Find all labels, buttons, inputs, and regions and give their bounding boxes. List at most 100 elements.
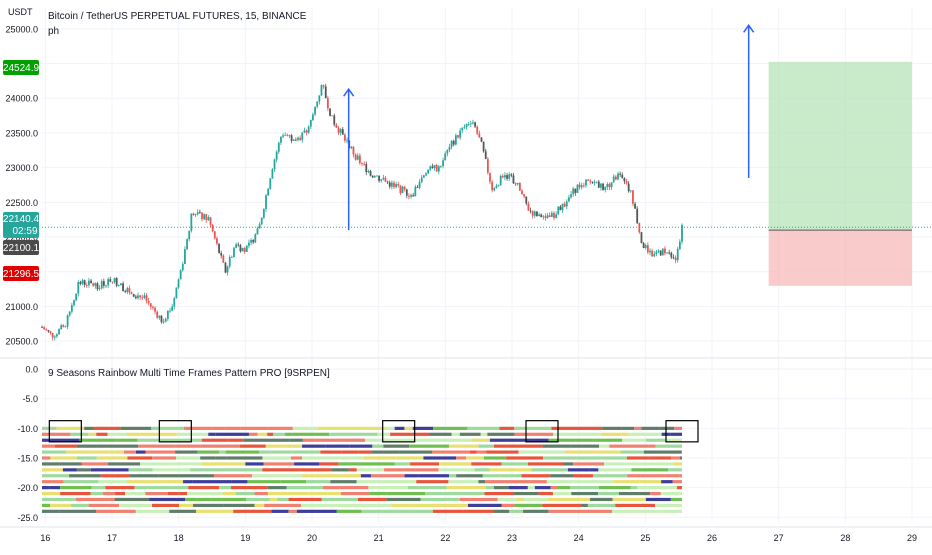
indicator-stripe <box>679 492 682 495</box>
indicator-stripe <box>151 427 184 430</box>
indicator-tick-label: -15.0 <box>17 454 38 464</box>
indicator-stripe <box>193 480 232 483</box>
indicator-stripe <box>76 468 90 471</box>
candle-body <box>647 245 649 252</box>
indicator-stripe <box>364 456 396 459</box>
candle-body <box>90 281 92 284</box>
candle-body <box>208 217 210 220</box>
candle-body <box>265 195 267 209</box>
candle-body <box>120 283 122 285</box>
candle-body <box>246 246 248 252</box>
indicator-stripe <box>622 427 635 430</box>
indicator-stripe <box>129 468 153 471</box>
candle-body <box>112 282 114 283</box>
candle-body <box>284 135 286 136</box>
indicator-stripe <box>358 498 387 501</box>
indicator-stripe <box>103 492 115 495</box>
indicator-stripe <box>387 492 425 495</box>
candle-body <box>681 225 683 242</box>
candle-body <box>45 329 47 330</box>
indicator-stripe <box>208 433 215 436</box>
indicator-tick-label: -20.0 <box>17 483 38 493</box>
candle-body <box>414 187 416 196</box>
indicator-stripe <box>308 492 341 495</box>
indicator-stripe <box>240 427 267 430</box>
time-tick-label: 21 <box>374 533 384 543</box>
indicator-stripe <box>320 450 341 453</box>
indicator-stripe <box>449 445 479 448</box>
candle-body <box>193 214 195 216</box>
candle-body <box>459 130 461 137</box>
indicator-stripe <box>136 450 146 453</box>
indicator-stripe <box>98 480 105 483</box>
candle-body <box>466 124 468 127</box>
price-tick-label: 20500.0 <box>5 337 38 347</box>
candle-body <box>318 95 320 101</box>
indicator-stripe <box>486 450 518 453</box>
indicator-stripe <box>466 456 484 459</box>
candle-body <box>470 123 472 124</box>
candle-body <box>660 251 662 256</box>
candle-body <box>568 197 570 201</box>
candle-body <box>560 207 562 211</box>
indicator-stripe <box>136 510 169 513</box>
candle-body <box>197 212 199 214</box>
indicator-stripe <box>96 433 107 436</box>
candle-body <box>218 244 220 253</box>
candle-body <box>585 180 587 186</box>
indicator-stripe <box>526 450 565 453</box>
candle-body <box>269 178 271 188</box>
indicator-stripe <box>449 474 456 477</box>
indicator-stripe <box>194 486 219 489</box>
indicator-stripe <box>329 433 355 436</box>
candle-body <box>291 135 293 141</box>
candle-body <box>613 177 615 183</box>
candle-body <box>205 214 207 220</box>
candle-body <box>184 249 186 264</box>
indicator-stripe <box>484 456 506 459</box>
candle-body <box>84 280 86 285</box>
indicator-stripe <box>456 474 483 477</box>
indicator-stripe <box>641 427 659 430</box>
candle-body <box>48 330 50 331</box>
candle-body <box>604 187 606 190</box>
indicator-stripe <box>677 486 682 489</box>
candle-body <box>137 295 139 298</box>
indicator-stripe <box>463 510 493 513</box>
indicator-stripe <box>116 433 127 436</box>
indicator-stripe <box>634 427 641 430</box>
indicator-stripe <box>179 504 193 507</box>
candle-body <box>391 183 393 187</box>
indicator-stripe <box>149 498 185 501</box>
indicator-stripe <box>644 450 682 453</box>
indicator-stripe <box>264 462 294 465</box>
candle-body <box>122 283 124 291</box>
candle-body <box>425 173 427 175</box>
candle-body <box>423 175 425 177</box>
indicator-stripe <box>372 450 400 453</box>
indicator-stripe <box>152 504 179 507</box>
indicator-stripe <box>302 445 326 448</box>
indicator-stripe <box>268 486 287 489</box>
indicator-stripe <box>657 510 682 513</box>
candle-body <box>118 285 120 286</box>
candle-body <box>161 316 163 322</box>
indicator-stripe <box>267 427 292 430</box>
indicator-stripe <box>490 439 530 442</box>
candle-body <box>165 319 167 322</box>
candle-body <box>457 135 459 137</box>
candle-body <box>263 209 265 218</box>
indicator-stripe <box>438 439 472 442</box>
indicator-stripe <box>576 456 603 459</box>
indicator-stripe <box>185 498 197 501</box>
candle-body <box>310 120 312 127</box>
candle-body <box>615 177 617 180</box>
indicator-stripe <box>42 486 50 489</box>
candle-body <box>562 204 564 210</box>
indicator-stripe <box>668 468 682 471</box>
indicator-stripe <box>219 486 231 489</box>
indicator-stripe <box>139 480 153 483</box>
candle-body <box>146 295 148 301</box>
indicator-stripe <box>514 427 551 430</box>
